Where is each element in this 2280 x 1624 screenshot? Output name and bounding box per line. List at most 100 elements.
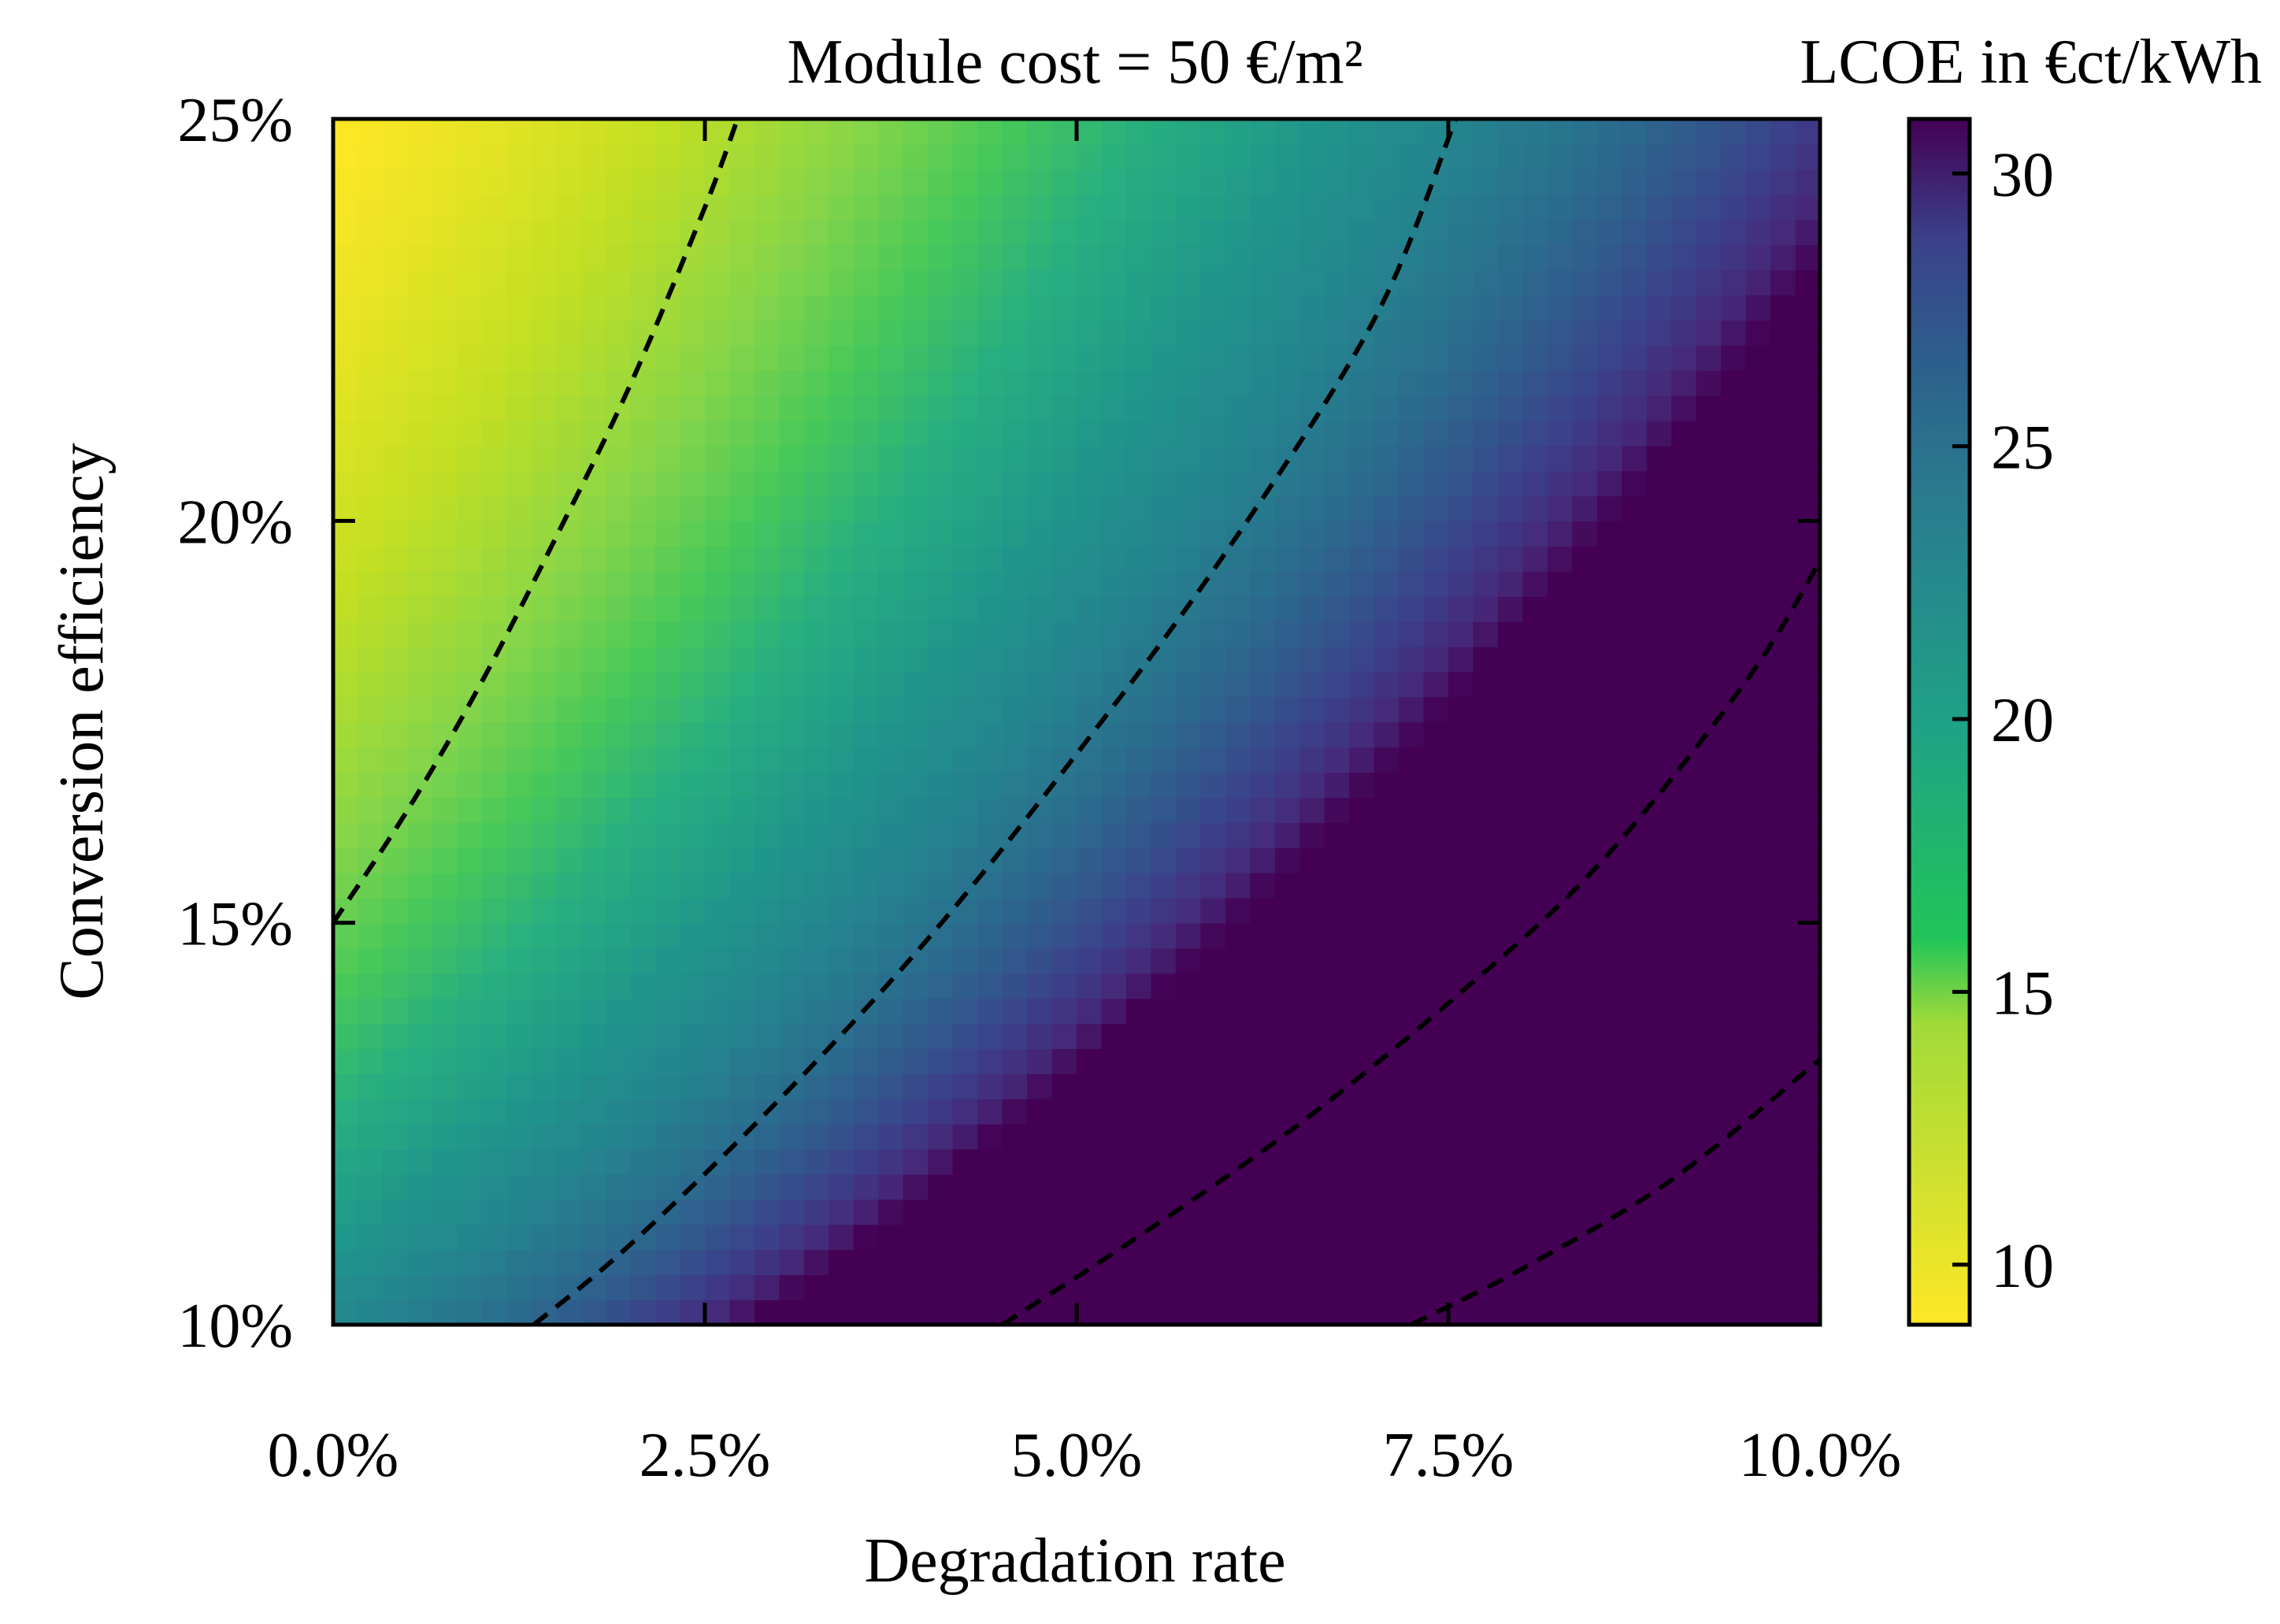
- heatmap-cell: [382, 194, 409, 221]
- heatmap-cell: [531, 596, 557, 622]
- heatmap-cell: [630, 1224, 656, 1251]
- heatmap-cell: [1745, 998, 1771, 1025]
- heatmap-cell: [903, 721, 929, 748]
- heatmap-cell: [531, 546, 557, 572]
- heatmap-cell: [1027, 1073, 1053, 1099]
- heatmap-cell: [1473, 1199, 1499, 1225]
- heatmap-cell: [432, 998, 458, 1025]
- heatmap-cell: [903, 1274, 929, 1300]
- heatmap-cell: [1175, 797, 1202, 823]
- heatmap-cell: [1522, 847, 1548, 873]
- heatmap-cell: [432, 1274, 458, 1300]
- heatmap-cell: [1151, 1073, 1177, 1099]
- heatmap-cell: [1175, 822, 1202, 848]
- heatmap-cell: [481, 445, 508, 472]
- heatmap-cell: [878, 521, 904, 547]
- heatmap-cell: [853, 772, 880, 798]
- heatmap-cell: [977, 119, 1003, 145]
- heatmap-cell: [705, 119, 731, 145]
- heatmap-cell: [1101, 1123, 1127, 1150]
- heatmap-cell: [952, 847, 978, 873]
- heatmap-cell: [1175, 244, 1202, 271]
- heatmap-cell: [1522, 219, 1548, 246]
- heatmap-cell: [1374, 1123, 1400, 1150]
- heatmap-cell: [1002, 395, 1028, 421]
- heatmap-cell: [1770, 345, 1796, 371]
- heatmap-cell: [506, 872, 532, 899]
- heatmap-cell: [1572, 747, 1598, 773]
- heatmap-cell: [1324, 847, 1350, 873]
- heatmap-cell: [457, 922, 483, 949]
- heatmap-cell: [1225, 320, 1251, 346]
- heatmap-cell: [1547, 470, 1574, 497]
- heatmap-cell: [1349, 194, 1375, 221]
- heatmap-cell: [1027, 1174, 1053, 1200]
- heatmap-cell: [333, 395, 359, 421]
- heatmap-cell: [1274, 119, 1300, 145]
- heatmap-cell: [606, 295, 632, 321]
- heatmap-cell: [1572, 797, 1598, 823]
- heatmap-cell: [432, 219, 458, 246]
- heatmap-cell: [432, 345, 458, 371]
- heatmap-cell: [1175, 320, 1202, 346]
- heatmap-cell: [1795, 1199, 1820, 1225]
- heatmap-cell: [903, 998, 929, 1025]
- heatmap-cell: [1473, 596, 1499, 622]
- heatmap-cell: [729, 143, 755, 170]
- y-tick-label: 10%: [177, 1292, 293, 1361]
- heatmap-cell: [1101, 621, 1127, 647]
- heatmap-cell: [928, 369, 954, 396]
- heatmap-cell: [1622, 445, 1648, 472]
- heatmap-cell: [1572, 1073, 1598, 1099]
- heatmap-cell: [1622, 847, 1648, 873]
- heatmap-cell: [1646, 244, 1672, 271]
- heatmap-cell: [803, 269, 830, 296]
- heatmap-cell: [729, 621, 755, 647]
- heatmap-cell: [432, 897, 458, 924]
- heatmap-cell: [1051, 1023, 1077, 1049]
- heatmap-cell: [1125, 194, 1152, 221]
- heatmap-cell: [829, 143, 855, 170]
- heatmap-cell: [1423, 395, 1449, 421]
- heatmap-cell: [1423, 1199, 1449, 1225]
- heatmap-cell: [952, 295, 978, 321]
- heatmap-cell: [1374, 1098, 1400, 1125]
- heatmap-cell: [1596, 897, 1623, 924]
- heatmap-cell: [1027, 897, 1053, 924]
- heatmap-cell: [1547, 445, 1574, 472]
- heatmap-cell: [1299, 973, 1325, 999]
- heatmap-cell: [382, 521, 409, 547]
- heatmap-cell: [1448, 420, 1474, 447]
- heatmap-cell: [1572, 1174, 1598, 1200]
- heatmap-cell: [457, 596, 483, 622]
- heatmap-cell: [1200, 772, 1226, 798]
- heatmap-cell: [903, 119, 929, 145]
- heatmap-cell: [1448, 143, 1474, 170]
- heatmap-cell: [1497, 320, 1524, 346]
- heatmap-cell: [1101, 973, 1127, 999]
- heatmap-cell: [1522, 646, 1548, 673]
- heatmap-cell: [407, 1073, 433, 1099]
- heatmap-cell: [1497, 295, 1524, 321]
- heatmap-cell: [903, 546, 929, 572]
- heatmap-cell: [1051, 571, 1077, 597]
- heatmap-cell: [729, 295, 755, 321]
- heatmap-cell: [1497, 897, 1524, 924]
- heatmap-cell: [1200, 345, 1226, 371]
- heatmap-cell: [1572, 269, 1598, 296]
- heatmap-cell: [630, 747, 656, 773]
- heatmap-cell: [606, 1199, 632, 1225]
- heatmap-cell: [1151, 194, 1177, 221]
- heatmap-cell: [1250, 646, 1276, 673]
- heatmap-cell: [432, 646, 458, 673]
- heatmap-cell: [432, 1300, 458, 1325]
- heatmap-cell: [853, 269, 880, 296]
- heatmap-cell: [1125, 546, 1152, 572]
- heatmap-cell: [481, 797, 508, 823]
- heatmap-cell: [1721, 721, 1747, 748]
- heatmap-cell: [705, 646, 731, 673]
- heatmap-cell: [457, 1048, 483, 1074]
- heatmap-cell: [630, 1073, 656, 1099]
- heatmap-cell: [1745, 1199, 1771, 1225]
- heatmap-cell: [580, 671, 606, 698]
